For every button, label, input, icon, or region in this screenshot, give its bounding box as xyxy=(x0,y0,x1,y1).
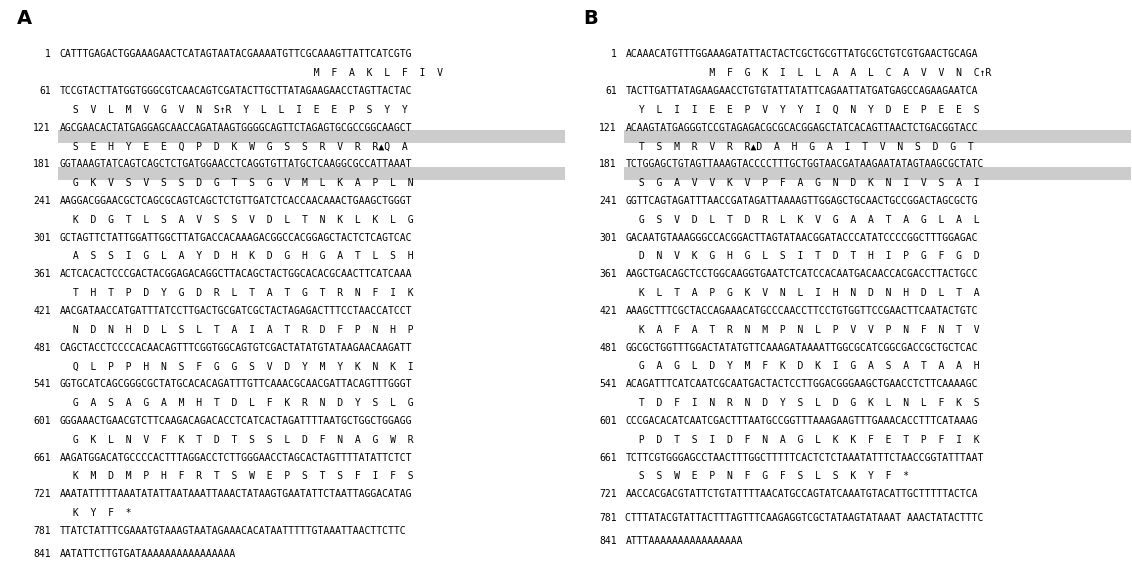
Text: GGGAAACTGAACGTCTTCAAGACAGACACCTCATCACTAGATTTTAATGCTGGCTGGAGG: GGGAAACTGAACGTCTTCAAGACAGACACCTCATCACTAG… xyxy=(59,416,412,426)
Text: 841: 841 xyxy=(33,549,51,559)
Text: TTATCTATTTCGAAATGTAAAGTAATAGAAACACATAATTTTTGTAAATTAACTTCTTC: TTATCTATTTCGAAATGTAAAGTAATAGAAACACATAATT… xyxy=(59,526,406,536)
Text: AAATATTTTTAAATATATTAATAAATTAAACTATAAGTGAATATTCTAATTAGGACATAG: AAATATTTTTAAATATATTAATAAATTAAACTATAAGTGA… xyxy=(59,489,412,499)
Bar xyxy=(625,130,1131,143)
Text: GGTAAAGTATCAGTCAGCTCTGATGGAACCTCAGGTGTTATGCTCAAGGCGCCATTAAAT: GGTAAAGTATCAGTCAGCTCTGATGGAACCTCAGGTGTTA… xyxy=(59,159,412,169)
Text: 301: 301 xyxy=(33,233,51,243)
Text: TACTTGATTATAGAAGAACCTGTGTATTATATTCAGAATTATGATGAGCCAGAAGAATCA: TACTTGATTATAGAAGAACCTGTGTATTATATTCAGAATT… xyxy=(625,86,978,96)
Text: K  A  F  A  T  R  N  M  P  N  L  P  V  V  P  N  F  N  T  V: K A F A T R N M P N L P V V P N F N T V xyxy=(633,325,979,335)
Text: TCCGTACTTATGGTGGGCGTCAACAGTCGATACTTGCTTATAGAAGAACCTAGTTACTAC: TCCGTACTTATGGTGGGCGTCAACAGTCGATACTTGCTTA… xyxy=(59,86,412,96)
Bar xyxy=(59,167,565,180)
Text: CTTTATACGTATTACTTTAGTTTCAAGAGGTCGCTATAAGTATAAAT AAACTATACTTTC: CTTTATACGTATTACTTTAGTTTCAAGAGGTCGCTATAAG… xyxy=(625,513,984,523)
Text: CATTTGAGACTGGAAAGAACTCATAGTAATACGAAAATGTTCGCAAAGTTATTCATCGTG: CATTTGAGACTGGAAAGAACTCATAGTAATACGAAAATGT… xyxy=(59,49,412,59)
Text: 1: 1 xyxy=(45,49,51,59)
Text: 661: 661 xyxy=(33,453,51,463)
Text: S  E  H  Y  E  E  Q  P  D  K  W  G  S  S  R  V  R  R▲Q  A: S E H Y E E Q P D K W G S S R V R R▲Q A xyxy=(67,141,408,151)
Text: 61: 61 xyxy=(40,86,51,96)
Text: S  S  W  E  P  N  F  G  F  S  L  S  K  Y  F  *: S S W E P N F G F S L S K Y F * xyxy=(633,471,909,481)
Text: D  N  V  K  G  H  G  L  S  I  T  D  T  H  I  P  G  F  G  D: D N V K G H G L S I T D T H I P G F G D xyxy=(633,251,979,261)
Text: K  D  G  T  L  S  A  V  S  S  V  D  L  T  N  K  L  K  L  G: K D G T L S A V S S V D L T N K L K L G xyxy=(67,215,413,225)
Text: TCTGGAGCTGTAGTTAAAGTACCCCTTTGCTGGTAACGATAAGAATATAGTAAGCGCTATC: TCTGGAGCTGTAGTTAAAGTACCCCTTTGCTGGTAACGAT… xyxy=(625,159,984,169)
Text: T  D  F  I  N  R  N  D  Y  S  L  D  G  K  L  N  L  F  K  S: T D F I N R N D Y S L D G K L N L F K S xyxy=(633,398,979,408)
Text: K  L  T  A  P  G  K  V  N  L  I  H  N  D  N  H  D  L  T  A: K L T A P G K V N L I H N D N H D L T A xyxy=(633,288,979,298)
Text: 841: 841 xyxy=(599,536,617,546)
Text: M  F  G  K  I  L  L  A  A  L  C  A  V  V  N  C↑R: M F G K I L L A A L C A V V N C↑R xyxy=(633,68,992,78)
Text: 181: 181 xyxy=(33,159,51,169)
Bar xyxy=(59,130,565,143)
Text: P  D  T  S  I  D  F  N  A  G  L  K  K  F  E  T  P  F  I  K: P D T S I D F N A G L K K F E T P F I K xyxy=(633,435,979,445)
Text: CAGCTACCTCCCCACAACAGTTTCGGTGGCAGTGTCGACTATATGTATAAGAACAAGATT: CAGCTACCTCCCCACAACAGTTTCGGTGGCAGTGTCGACT… xyxy=(59,343,412,353)
Text: ACAAACATGTTTGGAAAGATATTACTACTCGCTGCGTTATGCGCTGTCGTGAACTGCAGA: ACAAACATGTTTGGAAAGATATTACTACTCGCTGCGTTAT… xyxy=(625,49,978,59)
Text: ACTCACACTCCCGACTACGGAGACAGGCTTACAGCTACTGGCACACGCAACTTCATCAAA: ACTCACACTCCCGACTACGGAGACAGGCTTACAGCTACTG… xyxy=(59,269,412,279)
Text: G  K  L  N  V  F  K  T  D  T  S  S  L  D  F  N  A  G  W  R: G K L N V F K T D T S S L D F N A G W R xyxy=(67,435,413,445)
Text: GGTGCATCAGCGGGCGCTATGCACACAGATTTGTTCAAACGCAACGATTACAGTTTGGGT: GGTGCATCAGCGGGCGCTATGCACACAGATTTGTTCAAAC… xyxy=(59,379,412,389)
Text: 601: 601 xyxy=(599,416,617,426)
Text: G  A  S  A  G  A  M  H  T  D  L  F  K  R  N  D  Y  S  L  G: G A S A G A M H T D L F K R N D Y S L G xyxy=(67,398,413,408)
Text: 781: 781 xyxy=(33,526,51,536)
Text: G  S  V  D  L  T  D  R  L  K  V  G  A  A  T  A  G  L  A  L: G S V D L T D R L K V G A A T A G L A L xyxy=(633,215,979,225)
Text: Y  L  I  I  E  E  P  V  Y  Y  I  Q  N  Y  D  E  P  E  E  S: Y L I I E E P V Y Y I Q N Y D E P E E S xyxy=(633,105,979,115)
Text: GGTTCAGTAGATTTAACCGATAGATTAAAAGTTGGAGCTGCAACTGCCGGACTAGCGCTG: GGTTCAGTAGATTTAACCGATAGATTAAAAGTTGGAGCTG… xyxy=(625,196,978,206)
Text: 121: 121 xyxy=(599,123,617,133)
Text: AAAGCTTTCGCTACCAGAAACATGCCCAACCTTCCTGTGGTTCCGAACTTCAATACTGTC: AAAGCTTTCGCTACCAGAAACATGCCCAACCTTCCTGTGG… xyxy=(625,306,978,316)
Text: S  G  A  V  V  K  V  P  F  A  G  N  D  K  N  I  V  S  A  I: S G A V V K V P F A G N D K N I V S A I xyxy=(633,178,979,188)
Text: S  V  L  M  V  G  V  N  S↑R  Y  L  L  I  E  E  P  S  Y  Y: S V L M V G V N S↑R Y L L I E E P S Y Y xyxy=(67,105,408,115)
Text: ATTTAAAAAAAAAAAAAAAA: ATTTAAAAAAAAAAAAAAAA xyxy=(625,536,743,546)
Text: GGCGCTGGTTTGGACTATATGTTCAAAGATAAAATTGGCGCATCGGCGACCGCTGCTCAC: GGCGCTGGTTTGGACTATATGTTCAAAGATAAAATTGGCG… xyxy=(625,343,978,353)
Text: AAGGACGGAACGCTCAGCGCAGTCAGCTCTGTTGATCTCACCAACAAACTGAAGCTGGGT: AAGGACGGAACGCTCAGCGCAGTCAGCTCTGTTGATCTCA… xyxy=(59,196,412,206)
Text: M  F  A  K  L  F  I  V: M F A K L F I V xyxy=(67,68,443,78)
Text: K  M  D  M  P  H  F  R  T  S  W  E  P  S  T  S  F  I  F  S: K M D M P H F R T S W E P S T S F I F S xyxy=(67,471,413,481)
Bar xyxy=(625,167,1131,180)
Text: G  K  V  S  V  S  S  D  G  T  S  G  V  M  L  K  A  P  L  N: G K V S V S S D G T S G V M L K A P L N xyxy=(67,178,413,188)
Text: 61: 61 xyxy=(606,86,617,96)
Text: A  S  S  I  G  L  A  Y  D  H  K  D  G  H  G  A  T  L  S  H: A S S I G L A Y D H K D G H G A T L S H xyxy=(67,251,413,261)
Text: 421: 421 xyxy=(33,306,51,316)
Text: 1: 1 xyxy=(611,49,617,59)
Text: 241: 241 xyxy=(33,196,51,206)
Text: 541: 541 xyxy=(599,379,617,389)
Text: GCTAGTTCTATTGGATTGGCTTATGACCACAAAGACGGCCACGGAGCTACTCTCAGTCAC: GCTAGTTCTATTGGATTGGCTTATGACCACAAAGACGGCC… xyxy=(59,233,412,243)
Text: 721: 721 xyxy=(33,489,51,499)
Text: 661: 661 xyxy=(599,453,617,463)
Text: AGCGAACACTATGAGGAGCAACCAGATAAGTGGGGCAGTTCTAGAGTGCGCCGGCAAGCT: AGCGAACACTATGAGGAGCAACCAGATAAGTGGGGCAGTT… xyxy=(59,123,412,133)
Text: GACAATGTAAAGGGCCACGGACTTAGTATAACGGATACCCATATCCCCGGCTTTGGAGAC: GACAATGTAAAGGGCCACGGACTTAGTATAACGGATACCC… xyxy=(625,233,978,243)
Text: AAGCTGACAGCTCCTGGCAAGGTGAATCTCATCCACAATGACAACCACGACCTTACTGCC: AAGCTGACAGCTCCTGGCAAGGTGAATCTCATCCACAATG… xyxy=(625,269,978,279)
Text: AAGATGGACATGCCCCACTTTAGGACCTCTTGGGAACCTAGCACTAGTTTTATATTCTCT: AAGATGGACATGCCCCACTTTAGGACCTCTTGGGAACCTA… xyxy=(59,453,412,463)
Text: AACCACGACGTATTCTGTATTTTAACATGCCAGTATCAAATGTACATTGCTTTTTACTCA: AACCACGACGTATTCTGTATTTTAACATGCCAGTATCAAA… xyxy=(625,489,978,499)
Text: AACGATAACCATGATTTATCCTTGACTGCGATCGCTACTAGAGACTTTCCTAACCATCCT: AACGATAACCATGATTTATCCTTGACTGCGATCGCTACTA… xyxy=(59,306,412,316)
Text: 721: 721 xyxy=(599,489,617,499)
Text: TCTTCGTGGGAGCCTAACTTTGGCTTTTTCACTCTCTAAATATTTCTAACCGGTATTTAAT: TCTTCGTGGGAGCCTAACTTTGGCTTTTTCACTCTCTAAA… xyxy=(625,453,984,463)
Text: CCCGACACATCAATCGACTTTAATGCCGGTTTAAAGAAGTTTGAAACACCTTTCATAAAG: CCCGACACATCAATCGACTTTAATGCCGGTTTAAAGAAGT… xyxy=(625,416,978,426)
Text: N  D  N  H  D  L  S  L  T  A  I  A  T  R  D  F  P  N  H  P: N D N H D L S L T A I A T R D F P N H P xyxy=(67,325,413,335)
Text: 241: 241 xyxy=(599,196,617,206)
Text: 301: 301 xyxy=(599,233,617,243)
Text: AATATTCTTGTGATAAAAAAAAAAAAAAAA: AATATTCTTGTGATAAAAAAAAAAAAAAAA xyxy=(59,549,235,559)
Text: 121: 121 xyxy=(33,123,51,133)
Text: T  H  T  P  D  Y  G  D  R  L  T  A  T  G  T  R  N  F  I  K: T H T P D Y G D R L T A T G T R N F I K xyxy=(67,288,413,298)
Text: 421: 421 xyxy=(599,306,617,316)
Text: T  S  M  R  V  R  R▲D  A  H  G  A  I  T  V  N  S  D  G  T: T S M R V R R▲D A H G A I T V N S D G T xyxy=(633,141,974,151)
Text: 601: 601 xyxy=(33,416,51,426)
Text: 541: 541 xyxy=(33,379,51,389)
Text: Q  L  P  P  H  N  S  F  G  G  S  V  D  Y  M  Y  K  N  K  I: Q L P P H N S F G G S V D Y M Y K N K I xyxy=(67,361,413,371)
Text: 181: 181 xyxy=(599,159,617,169)
Text: 481: 481 xyxy=(33,343,51,353)
Text: K  Y  F  *: K Y F * xyxy=(67,508,131,518)
Text: B: B xyxy=(583,9,598,28)
Text: 781: 781 xyxy=(599,513,617,523)
Text: 481: 481 xyxy=(599,343,617,353)
Text: G  A  G  L  D  Y  M  F  K  D  K  I  G  A  S  A  T  A  A  H: G A G L D Y M F K D K I G A S A T A A H xyxy=(633,361,979,371)
Text: ACAAGTATGAGGGTCCGTAGAGACGCGCACGGAGCTATCACAGTTAACTCTGACGGTACC: ACAAGTATGAGGGTCCGTAGAGACGCGCACGGAGCTATCA… xyxy=(625,123,978,133)
Text: 361: 361 xyxy=(599,269,617,279)
Text: ACAGATTTCATCAATCGCAATGACTACTCCTTGGACGGGAAGCTGAACCTCTTCAAAAGC: ACAGATTTCATCAATCGCAATGACTACTCCTTGGACGGGA… xyxy=(625,379,978,389)
Text: 361: 361 xyxy=(33,269,51,279)
Text: A: A xyxy=(17,9,32,28)
